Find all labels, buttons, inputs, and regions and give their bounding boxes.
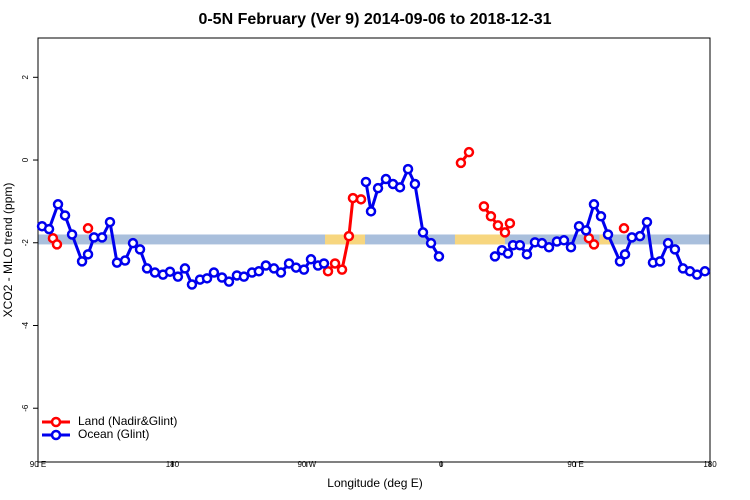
point <box>654 256 666 267</box>
point <box>149 267 161 278</box>
point <box>634 230 646 242</box>
point <box>208 267 220 278</box>
x-tick-label: 180 <box>166 460 180 469</box>
y-tick-label: -4 <box>21 321 30 329</box>
point <box>602 229 614 240</box>
point <box>485 211 497 222</box>
point <box>82 223 94 234</box>
legend-label: Land (Nadir&Glint) <box>78 414 177 428</box>
x-axis-label: Longitude (deg E) <box>327 476 422 490</box>
point <box>588 239 600 250</box>
point <box>417 227 429 238</box>
point <box>305 254 317 265</box>
point <box>360 176 372 188</box>
legend-label: Ocean (Glint) <box>78 427 149 441</box>
point <box>52 199 64 210</box>
point <box>141 263 153 274</box>
point <box>588 199 600 210</box>
point <box>201 273 213 284</box>
point <box>51 239 63 250</box>
point <box>394 182 406 193</box>
point <box>402 163 414 175</box>
point <box>492 220 504 231</box>
point <box>336 264 348 275</box>
band-segment <box>454 234 505 245</box>
point <box>329 258 341 269</box>
point <box>355 194 367 205</box>
point <box>223 276 235 287</box>
point <box>619 249 631 260</box>
point <box>372 182 384 194</box>
x-tick-label: 90 E <box>567 460 583 469</box>
x-tick-label: 90 E <box>30 460 46 469</box>
point <box>260 260 272 271</box>
legend-marker <box>50 429 62 441</box>
point <box>478 201 490 212</box>
point <box>127 237 139 249</box>
y-axis-label: XCO2 - MLO trend (ppm) <box>1 183 15 318</box>
point <box>425 237 437 249</box>
point <box>380 173 392 185</box>
point <box>433 251 445 262</box>
point <box>489 251 501 262</box>
point <box>504 218 516 229</box>
point <box>641 216 653 228</box>
point <box>409 178 421 190</box>
point <box>365 206 377 217</box>
point <box>88 232 100 243</box>
point <box>514 239 526 251</box>
point <box>614 256 626 267</box>
point <box>179 263 191 274</box>
point <box>565 242 577 253</box>
point <box>186 279 198 290</box>
point <box>499 227 511 238</box>
point <box>322 266 334 277</box>
point <box>347 192 359 204</box>
point <box>43 223 55 235</box>
point <box>543 242 555 253</box>
band-segment <box>599 234 612 245</box>
point <box>275 267 287 278</box>
point <box>119 255 131 266</box>
point <box>298 264 310 275</box>
point <box>580 225 592 236</box>
x-tick-label: 180 <box>703 460 717 469</box>
point <box>96 232 108 243</box>
point <box>318 258 330 269</box>
point <box>76 256 88 267</box>
y-tick-label: -2 <box>21 239 30 247</box>
point <box>253 266 265 277</box>
point <box>626 232 638 243</box>
point <box>172 271 184 282</box>
y-tick-label: 2 <box>21 75 30 80</box>
x-tick-label: 0 <box>439 460 444 469</box>
point <box>164 266 176 277</box>
y-tick-label: -6 <box>21 404 30 412</box>
point <box>104 216 116 228</box>
band <box>38 234 710 245</box>
point <box>455 157 467 169</box>
point <box>463 146 475 158</box>
point <box>669 244 681 255</box>
point <box>521 249 533 260</box>
point <box>134 244 146 255</box>
legend-marker <box>50 416 62 428</box>
point <box>699 266 711 277</box>
point <box>66 229 78 240</box>
point <box>618 223 630 234</box>
point <box>595 211 607 222</box>
point <box>238 271 250 282</box>
plot-frame <box>37 37 711 463</box>
point <box>343 230 355 242</box>
chart-title: 0-5N February (Ver 9) 2014-09-06 to 2018… <box>198 11 551 28</box>
point <box>111 257 123 268</box>
y-tick-label: 0 <box>21 157 30 162</box>
point <box>82 249 94 260</box>
point <box>59 210 71 221</box>
point <box>558 235 570 246</box>
point <box>662 237 674 249</box>
x-tick-label: 90 W <box>297 460 316 469</box>
point <box>502 248 514 259</box>
